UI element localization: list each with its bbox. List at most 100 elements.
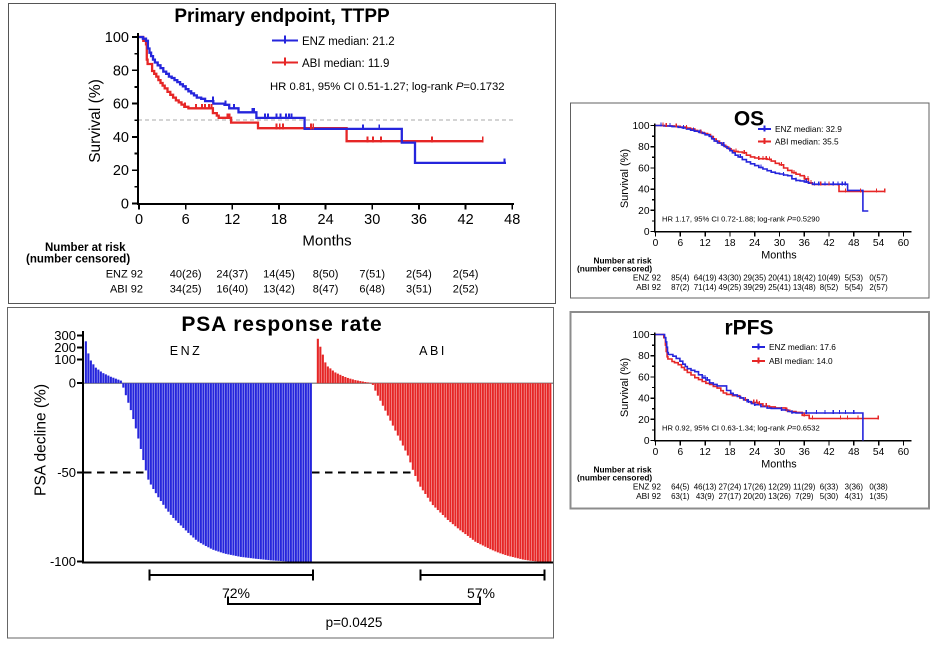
svg-text:60: 60	[638, 372, 650, 383]
svg-text:63(1): 63(1)	[671, 492, 690, 501]
svg-text:12: 12	[699, 447, 711, 458]
svg-text:0: 0	[135, 212, 143, 228]
svg-text:100: 100	[105, 30, 129, 46]
svg-text:ENZ median: 17.6: ENZ median: 17.6	[769, 342, 836, 352]
svg-text:57%: 57%	[467, 585, 495, 601]
svg-text:2(57): 2(57)	[869, 283, 888, 292]
svg-text:34(25): 34(25)	[170, 283, 202, 295]
svg-text:24: 24	[318, 212, 334, 228]
svg-text:25(41): 25(41)	[768, 283, 791, 292]
svg-text:30: 30	[774, 238, 786, 249]
svg-text:ABI 92: ABI 92	[636, 491, 661, 501]
svg-text:ENZ 92: ENZ 92	[633, 273, 662, 283]
svg-text:7(29): 7(29)	[795, 492, 814, 501]
svg-text:60: 60	[113, 97, 129, 113]
svg-text:0: 0	[644, 436, 650, 447]
svg-text:30: 30	[364, 212, 380, 228]
svg-text:13(26): 13(26)	[768, 492, 791, 501]
svg-text:ENZ median: 21.2: ENZ median: 21.2	[302, 36, 395, 48]
svg-text:29(35): 29(35)	[743, 274, 766, 283]
svg-text:HR 0.81, 95% CI 0.51-1.27; log: HR 0.81, 95% CI 0.51-1.27; log-rank P=0.…	[270, 81, 505, 93]
svg-text:Number at risk: Number at risk	[45, 242, 126, 254]
svg-text:6: 6	[677, 447, 683, 458]
svg-text:27(24): 27(24)	[718, 483, 741, 492]
svg-text:18: 18	[724, 447, 736, 458]
svg-text:-50: -50	[57, 465, 76, 480]
svg-text:0(57): 0(57)	[869, 274, 888, 283]
svg-text:43(30): 43(30)	[718, 274, 741, 283]
svg-text:24: 24	[749, 238, 761, 249]
svg-text:39(29): 39(29)	[743, 283, 766, 292]
svg-text:54: 54	[873, 238, 885, 249]
svg-text:ABI median: 14.0: ABI median: 14.0	[769, 356, 833, 366]
svg-text:20: 20	[638, 206, 650, 217]
svg-text:8(50): 8(50)	[313, 269, 339, 281]
svg-text:300: 300	[54, 328, 76, 343]
svg-text:Survival (%): Survival (%)	[87, 79, 104, 163]
svg-text:PSA decline (%): PSA decline (%)	[33, 384, 50, 496]
svg-text:40: 40	[113, 130, 129, 146]
svg-text:46(13): 46(13)	[694, 483, 717, 492]
svg-text:64(19): 64(19)	[694, 274, 717, 283]
svg-text:ABI 92: ABI 92	[636, 282, 661, 292]
svg-text:ABI 92: ABI 92	[110, 283, 143, 295]
svg-text:87(2): 87(2)	[671, 283, 690, 292]
svg-text:0: 0	[653, 238, 659, 249]
svg-text:3(51): 3(51)	[406, 283, 432, 295]
svg-text:PSA response rate: PSA response rate	[181, 313, 382, 336]
svg-text:20(20): 20(20)	[743, 492, 766, 501]
svg-text:ABI median: 11.9: ABI median: 11.9	[302, 58, 389, 70]
svg-text:64(5): 64(5)	[671, 483, 690, 492]
svg-text:8(52): 8(52)	[820, 283, 839, 292]
svg-text:60: 60	[898, 238, 910, 249]
svg-text:ENZ: ENZ	[170, 344, 203, 358]
svg-text:5(30): 5(30)	[820, 492, 839, 501]
svg-text:72%: 72%	[222, 585, 250, 601]
svg-text:20: 20	[113, 163, 129, 179]
svg-text:200: 200	[54, 340, 76, 355]
svg-text:0: 0	[644, 227, 650, 238]
svg-text:100: 100	[54, 352, 76, 367]
svg-text:14(45): 14(45)	[263, 269, 295, 281]
svg-text:40: 40	[638, 394, 650, 405]
svg-text:0: 0	[121, 197, 129, 213]
svg-text:12: 12	[224, 212, 240, 228]
svg-text:10(49): 10(49)	[818, 274, 841, 283]
svg-text:0: 0	[653, 447, 659, 458]
svg-text:p=0.0425: p=0.0425	[326, 615, 383, 630]
svg-text:11(29): 11(29)	[793, 483, 816, 492]
svg-text:ABI: ABI	[419, 344, 447, 358]
svg-text:18(42): 18(42)	[793, 274, 816, 283]
svg-text:30: 30	[774, 447, 786, 458]
svg-text:18: 18	[271, 212, 287, 228]
svg-text:ENZ 92: ENZ 92	[106, 269, 143, 281]
svg-text:43(9): 43(9)	[696, 492, 715, 501]
svg-text:rPFS: rPFS	[724, 317, 773, 340]
svg-text:HR 1.17, 95% CI 0.72-1.88; log: HR 1.17, 95% CI 0.72-1.88; log-rank P=0.…	[662, 215, 820, 224]
svg-text:Survival (%): Survival (%)	[619, 149, 631, 208]
svg-text:24(37): 24(37)	[216, 269, 248, 281]
svg-text:0(38): 0(38)	[869, 483, 888, 492]
svg-text:Primary endpoint, TTPP: Primary endpoint, TTPP	[174, 6, 390, 27]
svg-text:(number censored): (number censored)	[26, 254, 130, 266]
svg-text:Months: Months	[302, 233, 351, 250]
svg-text:5(53): 5(53)	[845, 274, 864, 283]
svg-text:OS: OS	[734, 108, 764, 131]
svg-text:Number at risk: Number at risk	[594, 255, 652, 265]
svg-text:100: 100	[633, 121, 650, 132]
svg-text:Number at risk: Number at risk	[594, 464, 652, 474]
svg-text:ENZ median: 32.9: ENZ median: 32.9	[775, 124, 842, 134]
svg-text:49(25): 49(25)	[718, 283, 741, 292]
svg-text:2(54): 2(54)	[453, 269, 479, 281]
svg-text:71(14): 71(14)	[694, 283, 717, 292]
svg-text:8(47): 8(47)	[313, 283, 339, 295]
svg-text:48: 48	[848, 447, 860, 458]
svg-text:36: 36	[799, 238, 811, 249]
svg-text:12(29): 12(29)	[768, 483, 791, 492]
svg-text:3(36): 3(36)	[845, 483, 864, 492]
svg-text:42: 42	[458, 212, 474, 228]
svg-text:13(42): 13(42)	[263, 283, 295, 295]
svg-text:Months: Months	[761, 459, 797, 471]
svg-text:80: 80	[638, 142, 650, 153]
svg-text:36: 36	[411, 212, 427, 228]
